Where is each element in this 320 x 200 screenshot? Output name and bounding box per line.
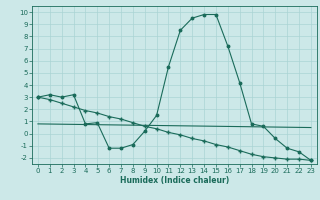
X-axis label: Humidex (Indice chaleur): Humidex (Indice chaleur) (120, 176, 229, 185)
